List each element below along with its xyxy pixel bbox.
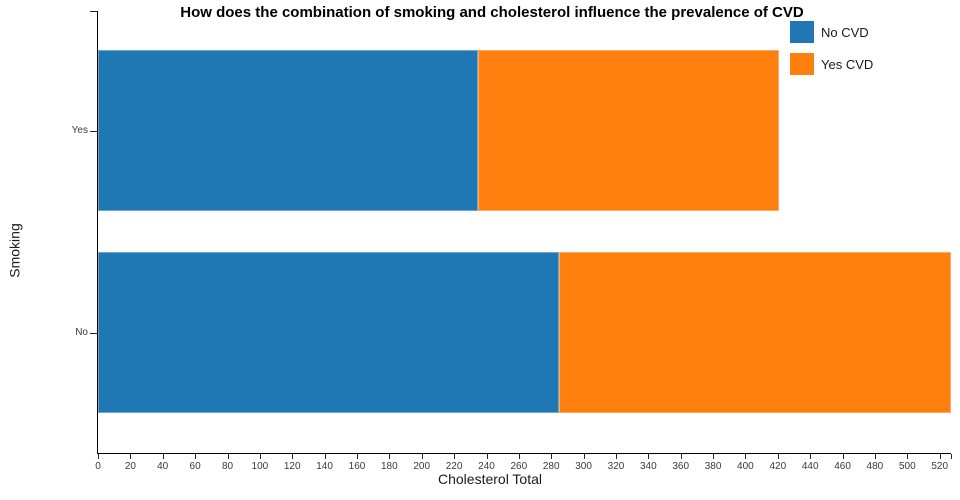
legend-label-no-cvd: No CVD — [821, 24, 869, 40]
x-tick-520 — [939, 454, 941, 459]
y-axis-title: Smoking — [6, 223, 23, 278]
x-tick-label-140: 140 — [316, 461, 333, 472]
x-axis-title: Cholesterol Total — [437, 471, 543, 487]
x-tick-label-380: 380 — [704, 461, 722, 472]
x-tick-label-240: 240 — [478, 461, 495, 472]
x-tick-label-40: 40 — [157, 461, 169, 472]
x-tick-label-400: 400 — [737, 461, 754, 472]
x-tick-label-220: 220 — [445, 461, 463, 472]
x-tick-label-100: 100 — [251, 461, 269, 472]
bar-yes — [98, 50, 780, 211]
y-tick-yes — [90, 130, 97, 132]
legend-item-yes-cvd: Yes CVD — [790, 53, 873, 75]
plot-area: Yes No 0 20 40 60 80 100 120 140 160 180 200 220 240 26… — [72, 11, 952, 472]
x-tick-label-0: 0 — [95, 461, 101, 472]
x-tick-label-520: 520 — [931, 461, 949, 472]
x-tick-300 — [583, 454, 585, 459]
x-tick-420 — [777, 454, 779, 459]
x-tick-280 — [551, 454, 553, 459]
x-tick-360 — [680, 454, 682, 459]
x-tick-140 — [324, 454, 326, 459]
x-tick-label-320: 320 — [607, 461, 625, 472]
x-tick-label-200: 200 — [413, 461, 431, 472]
x-tick-200 — [421, 454, 423, 459]
chart-title: How does the combination of smoking and … — [180, 4, 804, 21]
x-tick-380 — [713, 454, 715, 459]
bar-segment-yes-no-cvd — [98, 50, 479, 211]
x-tick-label-300: 300 — [575, 461, 592, 472]
y-axis-end-tick — [90, 11, 97, 12]
x-tick-label-280: 280 — [542, 461, 560, 472]
y-tick-no — [90, 332, 97, 334]
legend: No CVD Yes CVD — [790, 21, 873, 75]
x-tick-label-440: 440 — [801, 461, 819, 472]
x-tick-240 — [486, 454, 488, 459]
x-tick-0 — [98, 454, 99, 459]
bar-segment-yes-yes-cvd — [478, 50, 780, 211]
x-tick-320 — [616, 454, 617, 459]
x-tick-220 — [454, 454, 456, 459]
x-tick-label-360: 360 — [672, 461, 690, 472]
x-tick-20 — [130, 454, 132, 459]
x-tick-500 — [907, 454, 909, 459]
x-tick-100 — [259, 454, 261, 459]
x-tick-label-340: 340 — [639, 461, 657, 472]
x-tick-180 — [389, 454, 391, 459]
x-axis-end-tick — [951, 454, 952, 459]
x-tick-label-260: 260 — [510, 461, 528, 472]
x-tick-label-460: 460 — [834, 461, 851, 472]
x-tick-120 — [292, 454, 294, 459]
x-tick-label-480: 480 — [866, 461, 884, 472]
x-tick-60 — [195, 454, 197, 459]
x-tick-40 — [162, 454, 164, 459]
legend-label-yes-cvd: Yes CVD — [821, 56, 874, 72]
x-tick-480 — [874, 454, 876, 459]
x-tick-460 — [842, 454, 844, 459]
x-tick-340 — [648, 454, 650, 459]
x-tick-label-420: 420 — [769, 461, 787, 472]
bar-segment-no-yes-cvd — [559, 252, 951, 413]
y-tick-label-yes: Yes — [71, 124, 88, 136]
bar-no — [98, 252, 951, 413]
legend-swatch-no-cvd — [790, 21, 814, 43]
legend-item-no-cvd: No CVD — [790, 21, 873, 43]
legend-swatch-yes-cvd — [790, 53, 814, 75]
bar-segment-no-no-cvd — [98, 252, 560, 413]
x-tick-label-160: 160 — [348, 461, 366, 472]
x-tick-160 — [357, 454, 358, 459]
x-tick-label-20: 20 — [124, 461, 136, 472]
x-tick-80 — [227, 454, 229, 459]
x-tick-label-120: 120 — [283, 461, 301, 472]
x-tick-label-180: 180 — [380, 461, 398, 472]
x-tick-label-80: 80 — [221, 461, 234, 472]
x-tick-400 — [745, 454, 747, 459]
x-tick-label-60: 60 — [189, 461, 201, 472]
x-tick-440 — [810, 454, 812, 459]
x-tick-260 — [518, 454, 520, 459]
y-tick-label-no: No — [75, 326, 88, 338]
x-tick-label-500: 500 — [898, 461, 916, 472]
